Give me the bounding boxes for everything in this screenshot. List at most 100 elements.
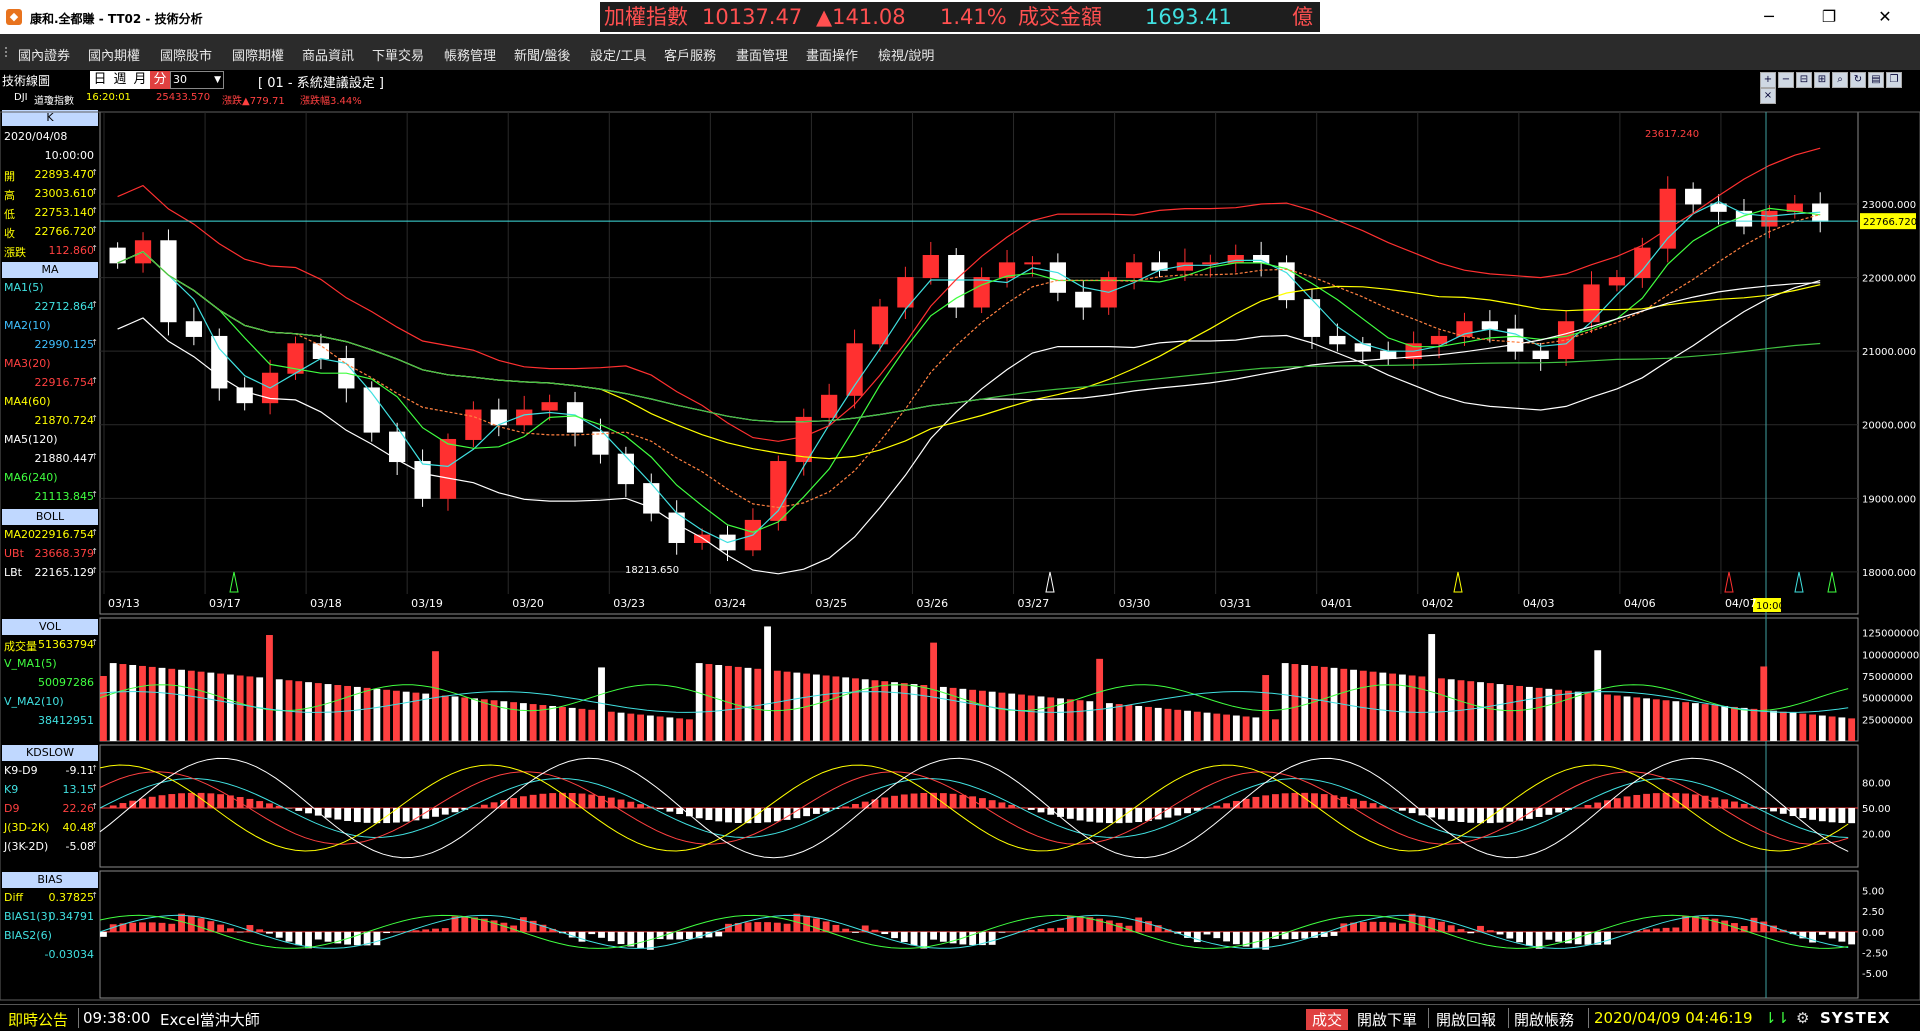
volume-bar xyxy=(1165,709,1172,741)
menu-item-1[interactable]: 國內證券 xyxy=(18,45,70,64)
volume-bar xyxy=(549,706,556,741)
kd-diff-bar xyxy=(178,793,185,808)
volume-bar xyxy=(452,696,459,741)
date-label: 03/20 xyxy=(512,597,544,610)
bias-diff-bar xyxy=(325,932,332,942)
volume-bar xyxy=(891,682,898,741)
open-account-button[interactable]: 開啟帳務 xyxy=(1514,1009,1574,1030)
kd-diff-bar xyxy=(715,808,722,821)
kd-diff-bar xyxy=(442,808,449,815)
kd-diff-bar xyxy=(1506,808,1513,822)
date-label: 03/24 xyxy=(714,597,746,610)
volume-bar xyxy=(1292,664,1299,741)
volume-bar xyxy=(901,683,908,741)
refresh-icon[interactable]: ↻ xyxy=(1850,72,1866,88)
kd-diff-bar xyxy=(725,808,732,822)
volume-bar xyxy=(1379,673,1386,741)
menu-item-10[interactable]: 客戶服務 xyxy=(664,45,716,64)
menu-item-12[interactable]: 畫面操作 xyxy=(806,45,858,64)
date-label: 03/27 xyxy=(1018,597,1050,610)
volume-bar xyxy=(1790,713,1797,741)
divider xyxy=(1508,1008,1509,1028)
bias-diff-bar xyxy=(813,918,820,931)
volume-bar xyxy=(989,692,996,741)
candle xyxy=(949,255,964,307)
add-window-icon[interactable]: + xyxy=(1760,72,1776,88)
open-report-button[interactable]: 開啟回報 xyxy=(1436,1009,1496,1030)
notice-label[interactable]: 即時公告 xyxy=(8,1009,68,1030)
restore-icon[interactable]: ❐ xyxy=(1886,72,1902,88)
system-setting-label[interactable]: [ 01 - 系統建議設定 ] xyxy=(258,72,384,91)
zoom-out-icon[interactable]: ⊟ xyxy=(1796,72,1812,88)
bias-diff-bar xyxy=(588,932,595,934)
volume-bar xyxy=(1399,675,1406,741)
candle xyxy=(1126,263,1141,278)
bias-diff-bar xyxy=(1848,932,1855,945)
volume-bar xyxy=(833,676,840,741)
volume-bar xyxy=(1438,678,1445,741)
kd-diff-bar xyxy=(520,796,527,808)
volume-bar xyxy=(1819,716,1826,741)
period-day[interactable]: 日 xyxy=(90,71,110,89)
bias-diff-bar xyxy=(471,917,478,931)
kd-diff-bar xyxy=(1692,794,1699,808)
period-week[interactable]: 週 xyxy=(110,71,130,89)
minus-icon[interactable]: − xyxy=(1778,72,1794,88)
kd-diff-bar xyxy=(452,808,459,812)
volume-bar xyxy=(530,704,537,741)
volume-bar xyxy=(364,688,371,741)
menu-item-4[interactable]: 國際期權 xyxy=(232,45,284,64)
kd-diff-bar xyxy=(735,808,742,823)
current-price-label: 22766.720 xyxy=(1863,217,1917,228)
period-month[interactable]: 月 xyxy=(130,71,150,89)
menu-item-6[interactable]: 下單交易 xyxy=(372,45,424,64)
volume-bar xyxy=(1233,716,1240,741)
bias-diff-bar xyxy=(1467,932,1474,933)
date-label: 04/03 xyxy=(1523,597,1555,610)
bias-diff-bar xyxy=(520,917,527,932)
volume-bar xyxy=(1848,718,1855,741)
bias-diff-bar xyxy=(1233,932,1240,944)
kd-diff-bar xyxy=(334,808,341,819)
open-order-button[interactable]: 開啟下單 xyxy=(1357,1009,1417,1030)
bias-diff-bar xyxy=(1604,932,1611,945)
settings-icon[interactable]: ⚙ xyxy=(1796,1009,1809,1027)
bias-diff-bar xyxy=(295,932,302,945)
minimize-button[interactable]: ─ xyxy=(1746,0,1792,34)
bias-diff-bar xyxy=(276,932,283,938)
bias-diff-bar xyxy=(305,932,312,948)
candle xyxy=(1025,263,1040,264)
menu-item-9[interactable]: 設定/工具 xyxy=(590,45,646,64)
menu-item-7[interactable]: 帳務管理 xyxy=(444,45,496,64)
volume-bar xyxy=(1311,666,1318,741)
kd-diff-bar xyxy=(588,795,595,808)
ticker-index-value: 10137.47 xyxy=(702,2,802,32)
volume-bar xyxy=(1731,707,1738,741)
menu-item-3[interactable]: 國際股市 xyxy=(160,45,212,64)
period-minute[interactable]: 分 xyxy=(150,71,170,89)
zoom-in-icon[interactable]: ⊞ xyxy=(1814,72,1830,88)
volume-bar xyxy=(1643,698,1650,741)
menu-item-8[interactable]: 新聞/盤後 xyxy=(514,45,570,64)
candle xyxy=(1609,278,1624,285)
maximize-button[interactable]: ❐ xyxy=(1806,0,1852,34)
bias-diff-bar xyxy=(1448,925,1455,932)
menu-item-13[interactable]: 檢視/說明 xyxy=(878,45,934,64)
search-icon[interactable]: ⌕ xyxy=(1832,72,1848,88)
interval-select[interactable]: 30▼ xyxy=(170,71,224,89)
volume-bar xyxy=(1721,706,1728,741)
divider xyxy=(1428,1008,1429,1028)
bias-diff-bar xyxy=(764,922,771,932)
close-button[interactable]: ✕ xyxy=(1862,0,1908,34)
menu-item-5[interactable]: 商品資訊 xyxy=(302,45,354,64)
bias-diff-bar xyxy=(413,930,420,932)
menu-item-11[interactable]: 畫面管理 xyxy=(736,45,788,64)
notice-text[interactable]: Excel當沖大師 xyxy=(160,1009,260,1030)
volume-bar xyxy=(383,690,390,741)
kd-diff-bar xyxy=(1096,808,1103,823)
menu-item-2[interactable]: 國內期權 xyxy=(88,45,140,64)
print-icon[interactable]: ▤ xyxy=(1868,72,1884,88)
candle xyxy=(1558,322,1573,359)
kd-diff-bar xyxy=(188,793,195,808)
